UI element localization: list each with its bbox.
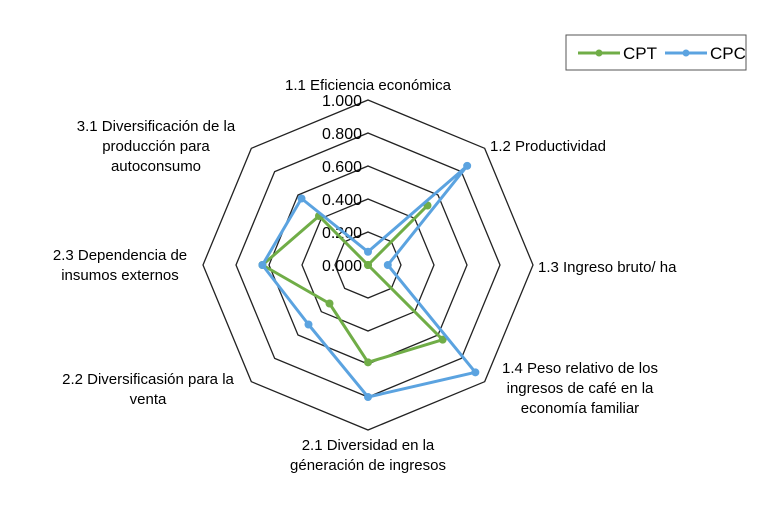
axis-label: 1.3 Ingreso bruto/ ha <box>538 259 677 276</box>
legend-label: CPT <box>623 44 657 63</box>
legend-label: CPC <box>710 44 746 63</box>
axis-label: 2.2 Diversificasión para la venta <box>62 371 234 408</box>
data-point-cpc <box>364 393 372 401</box>
grid-ring <box>301 198 435 332</box>
data-point-cpt <box>364 358 372 367</box>
tick-label: 1.000 <box>322 93 362 110</box>
axis-label: 2.1 Diversidad en la géneración de ingres… <box>290 437 446 474</box>
data-point-cpt <box>364 261 372 269</box>
data-point-cpt <box>438 335 447 344</box>
series-layer <box>258 161 480 401</box>
grid-ring <box>334 231 402 299</box>
axis-label: 1.2 Productividad <box>490 138 606 155</box>
data-point-cpt <box>325 299 334 308</box>
grid-ring <box>202 99 534 431</box>
tick-label: 0.400 <box>322 192 362 209</box>
legend-marker <box>595 49 603 57</box>
tick-label: 0.600 <box>322 159 362 176</box>
legend-marker <box>682 49 690 57</box>
legend: CPT CPC <box>565 34 747 71</box>
data-point-cpc <box>364 247 372 256</box>
data-point-cpc <box>463 161 472 170</box>
data-point-cpc <box>383 261 392 269</box>
axis-label: 3.1 Diversificación de la producción para… <box>77 118 236 175</box>
data-point-cpc <box>304 320 313 329</box>
axis-labels: 1.1 Eficiencia económica 1.2 Productivida… <box>53 77 677 474</box>
data-point-cpc <box>471 368 480 377</box>
tick-label: 0.800 <box>322 126 362 143</box>
data-point-cpc <box>297 194 306 203</box>
axis-label: 1.4 Peso relativo de los ingresos de café… <box>502 360 658 417</box>
tick-label: 0.000 <box>322 258 362 275</box>
axis-label: 2.3 Dependencia de insumos externos <box>53 247 187 284</box>
axis-label: 1.1 Eficiencia económica <box>285 77 452 94</box>
data-point-cpc <box>258 261 267 269</box>
